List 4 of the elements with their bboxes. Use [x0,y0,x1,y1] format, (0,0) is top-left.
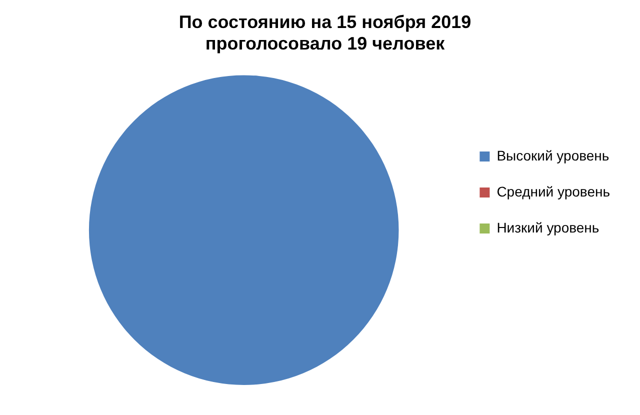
legend-label: Высокий уровень [496,147,610,164]
legend-label: Низкий уровень [496,219,600,236]
chart-title: По состоянию на 15 ноября 2019 проголосовало 19 человек [178,12,472,54]
legend-label: Средний уровень [496,183,610,200]
